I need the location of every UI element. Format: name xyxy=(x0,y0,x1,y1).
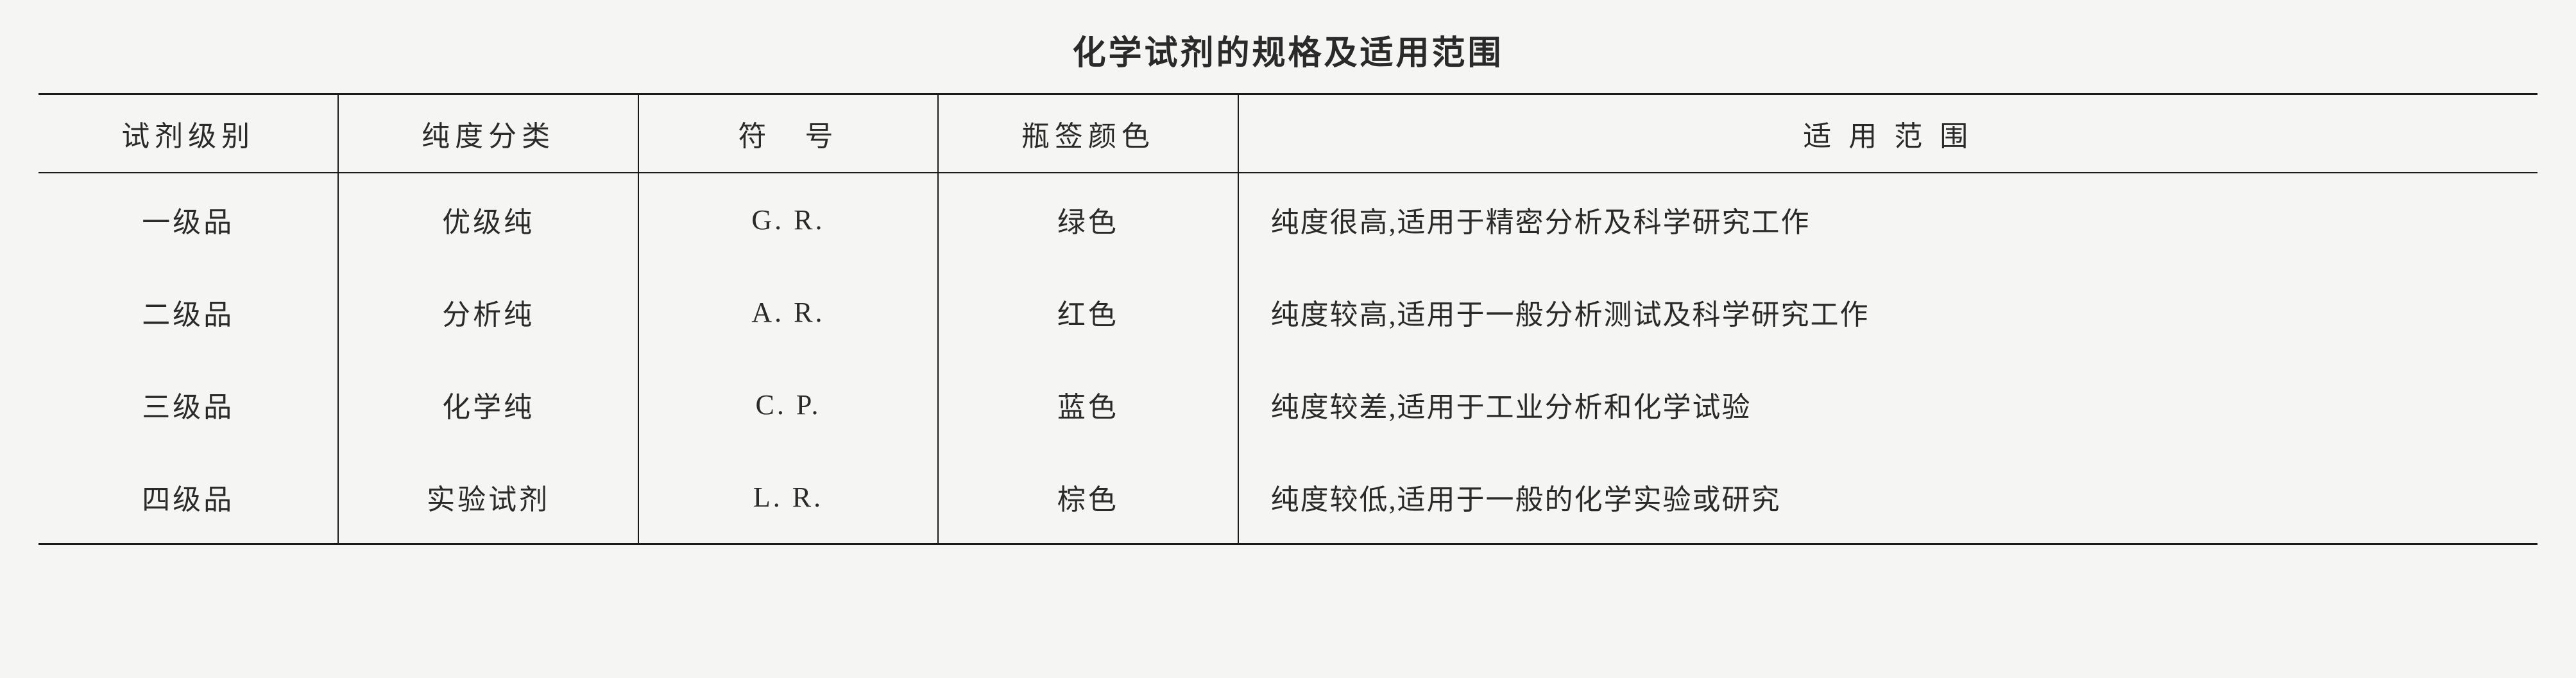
cell-purity: 优级纯 xyxy=(338,173,638,266)
table-body: 一级品 优级纯 G. R. 绿色 纯度很高,适用于精密分析及科学研究工作 二级品… xyxy=(38,173,2538,544)
table-row: 二级品 分析纯 A. R. 红色 纯度较高,适用于一般分析测试及科学研究工作 xyxy=(38,266,2538,358)
cell-level: 三级品 xyxy=(38,358,338,451)
cell-color: 蓝色 xyxy=(938,358,1238,451)
cell-color: 绿色 xyxy=(938,173,1238,266)
cell-level: 四级品 xyxy=(38,451,338,544)
cell-purity: 实验试剂 xyxy=(338,451,638,544)
cell-level: 二级品 xyxy=(38,266,338,358)
cell-symbol: L. R. xyxy=(638,451,938,544)
cell-symbol: G. R. xyxy=(638,173,938,266)
cell-scope: 纯度较高,适用于一般分析测试及科学研究工作 xyxy=(1238,266,2538,358)
cell-scope: 纯度较低,适用于一般的化学实验或研究 xyxy=(1238,451,2538,544)
header-purity: 纯度分类 xyxy=(338,94,638,173)
cell-scope: 纯度较差,适用于工业分析和化学试验 xyxy=(1238,358,2538,451)
cell-symbol: C. P. xyxy=(638,358,938,451)
header-level: 试剂级别 xyxy=(38,94,338,173)
table-row: 一级品 优级纯 G. R. 绿色 纯度很高,适用于精密分析及科学研究工作 xyxy=(38,173,2538,266)
reagent-table: 试剂级别 纯度分类 符 号 瓶签颜色 适 用 范 围 一级品 优级纯 G. R.… xyxy=(38,93,2538,545)
header-row: 试剂级别 纯度分类 符 号 瓶签颜色 适 用 范 围 xyxy=(38,94,2538,173)
cell-color: 棕色 xyxy=(938,451,1238,544)
table-container: 化学试剂的规格及适用范围 试剂级别 纯度分类 符 号 瓶签颜色 适 用 范 围 … xyxy=(38,26,2538,545)
cell-purity: 化学纯 xyxy=(338,358,638,451)
table-row: 四级品 实验试剂 L. R. 棕色 纯度较低,适用于一般的化学实验或研究 xyxy=(38,451,2538,544)
cell-color: 红色 xyxy=(938,266,1238,358)
header-color: 瓶签颜色 xyxy=(938,94,1238,173)
table-header: 试剂级别 纯度分类 符 号 瓶签颜色 适 用 范 围 xyxy=(38,94,2538,173)
table-row: 三级品 化学纯 C. P. 蓝色 纯度较差,适用于工业分析和化学试验 xyxy=(38,358,2538,451)
cell-purity: 分析纯 xyxy=(338,266,638,358)
page-title: 化学试剂的规格及适用范围 xyxy=(38,26,2538,74)
header-scope: 适 用 范 围 xyxy=(1238,94,2538,173)
cell-scope: 纯度很高,适用于精密分析及科学研究工作 xyxy=(1238,173,2538,266)
cell-symbol: A. R. xyxy=(638,266,938,358)
header-symbol: 符 号 xyxy=(638,94,938,173)
cell-level: 一级品 xyxy=(38,173,338,266)
